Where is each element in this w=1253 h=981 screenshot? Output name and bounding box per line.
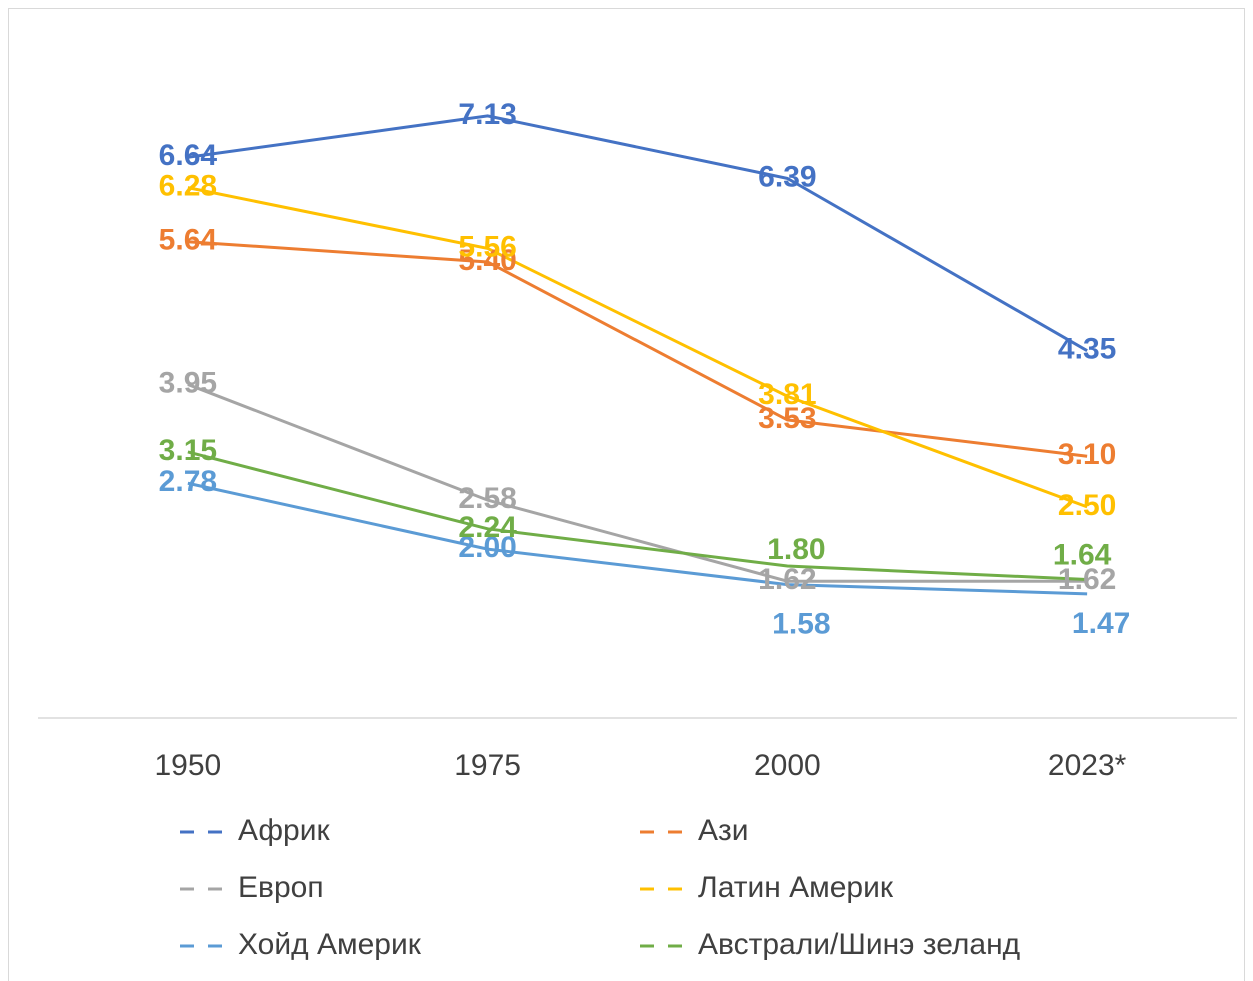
series-line [187, 240, 1088, 458]
legend-label: Африк [238, 814, 330, 847]
data-label: 5.64 [159, 224, 218, 257]
series-line [187, 481, 1088, 596]
x-tick-label: 2023* [1048, 749, 1127, 782]
legend-label: Латин Америк [698, 871, 894, 904]
x-tick-label: 1950 [155, 749, 222, 782]
data-label: 6.28 [159, 170, 217, 203]
data-label: 3.95 [159, 366, 217, 399]
legend-label: Австрали/Шинэ зеланд [698, 928, 1020, 961]
x-tick-label: 1975 [454, 749, 521, 782]
data-label: 3.53 [758, 402, 816, 435]
data-label: 3.15 [159, 434, 217, 467]
data-label: 3.10 [1058, 438, 1116, 471]
data-label: 5.40 [458, 244, 516, 277]
data-label: 2.58 [458, 482, 516, 515]
data-label: 3.81 [758, 378, 816, 411]
data-label: 7.13 [458, 98, 516, 131]
chart-frame [8, 8, 1245, 981]
legend-label: Хойд Америк [238, 928, 422, 961]
data-label: 1.80 [767, 533, 825, 566]
data-label: 4.35 [1058, 333, 1116, 366]
data-label: 5.56 [458, 230, 516, 263]
data-label: 1.58 [772, 607, 830, 640]
series-line [187, 114, 1088, 352]
series-line [187, 450, 1088, 582]
data-label: 1.62 [1058, 563, 1116, 596]
legend-label: Ази [698, 814, 749, 847]
data-label: 1.64 [1053, 538, 1112, 571]
data-label: 2.50 [1058, 489, 1116, 522]
data-label: 2.78 [159, 465, 217, 498]
data-label: 1.47 [1072, 607, 1130, 640]
series-line [187, 186, 1088, 509]
legend-label: Европ [238, 871, 324, 904]
data-label: 2.24 [458, 511, 517, 544]
series-line [187, 383, 1088, 583]
x-tick-label: 2000 [754, 749, 821, 782]
data-label: 1.62 [758, 563, 816, 596]
data-label: 6.64 [159, 139, 218, 172]
data-label: 6.39 [758, 160, 816, 193]
data-label: 2.00 [458, 531, 516, 564]
